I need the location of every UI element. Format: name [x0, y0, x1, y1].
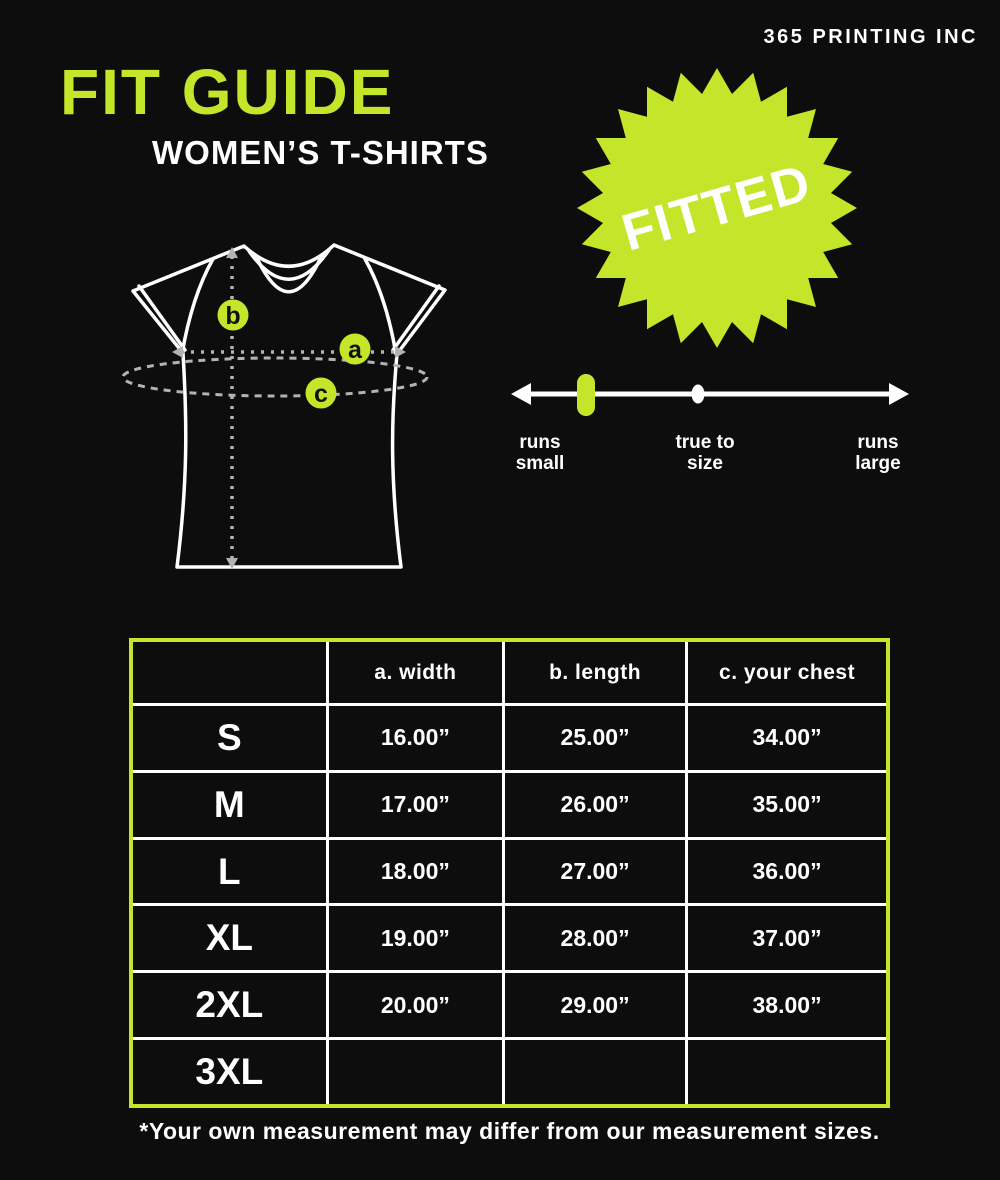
arrow-left-icon	[172, 346, 183, 358]
marker-chest: c	[305, 377, 337, 409]
fit-scale	[511, 374, 909, 416]
fit-indicator-marker	[577, 374, 595, 416]
column-header-chest: c. your chest	[688, 642, 886, 703]
arrow-down-icon	[226, 558, 238, 569]
table-cell: 26.00”	[505, 772, 686, 837]
table-cell: 17.00”	[328, 772, 503, 837]
fitted-badge: FITTED	[577, 68, 857, 348]
table-cell: 19.00”	[328, 906, 503, 971]
measurement-guides	[121, 256, 429, 560]
table-cell	[688, 1040, 886, 1104]
table-cell	[505, 1040, 686, 1104]
size-chart-table: a. width b. length c. your chest S 16.00…	[129, 638, 890, 1108]
table-cell: 35.00”	[688, 772, 886, 837]
scale-label-runs-small: runs small	[515, 432, 565, 474]
true-to-size-dot	[691, 384, 705, 404]
marker-length-letter: b	[225, 302, 240, 330]
marker-width-letter: a	[348, 336, 363, 364]
marker-length: b	[217, 299, 249, 331]
table-cell	[328, 1040, 503, 1104]
brand-name: 365 PRINTING INC	[763, 26, 978, 48]
row-label-xl: XL	[133, 906, 326, 971]
tshirt-outline-icon	[131, 243, 447, 569]
table-cell: 25.00”	[505, 706, 686, 770]
page-subtitle: WOMEN’S T-SHIRTS	[152, 134, 489, 171]
table-cell: 29.00”	[505, 973, 686, 1038]
row-label-3xl: 3XL	[133, 1040, 326, 1104]
scale-label-runs-large: runs large	[855, 432, 901, 474]
tshirt-measurement-diagram: b a c	[121, 243, 447, 569]
marker-chest-letter: c	[314, 380, 328, 408]
marker-width: a	[339, 333, 371, 365]
table-cell: 38.00”	[688, 973, 886, 1038]
table-cell: 28.00”	[505, 906, 686, 971]
table-cell: 37.00”	[688, 906, 886, 971]
scale-arrow-right-icon	[889, 383, 909, 405]
page-title: FIT GUIDE	[60, 56, 395, 128]
row-label-l: L	[133, 839, 326, 904]
arrow-right-icon	[395, 346, 406, 358]
guide-arrowheads	[172, 247, 406, 569]
column-header-width: a. width	[328, 642, 503, 703]
table-corner-cell	[133, 642, 326, 703]
row-label-s: S	[133, 706, 326, 770]
measurement-disclaimer: *Your own measurement may differ from ou…	[139, 1118, 880, 1144]
row-label-2xl: 2XL	[133, 973, 326, 1038]
row-label-m: M	[133, 772, 326, 837]
table-cell: 27.00”	[505, 839, 686, 904]
table-cell: 18.00”	[328, 839, 503, 904]
scale-arrow-left-icon	[511, 383, 531, 405]
table-cell: 34.00”	[688, 706, 886, 770]
starburst-icon	[577, 68, 857, 348]
table-cell: 36.00”	[688, 839, 886, 904]
arrow-up-icon	[226, 247, 238, 258]
table-cell: 20.00”	[328, 973, 503, 1038]
table-cell: 16.00”	[328, 706, 503, 770]
column-header-length: b. length	[505, 642, 686, 703]
chest-dashed-ellipse	[121, 356, 429, 398]
scale-label-true-to-size: true to size	[675, 432, 735, 474]
